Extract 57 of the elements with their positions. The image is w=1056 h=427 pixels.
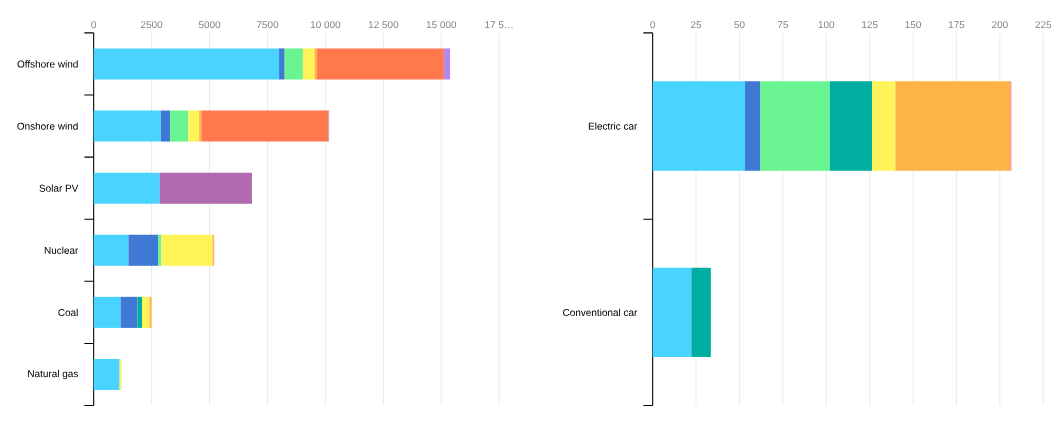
bar: [745, 81, 761, 171]
y-tick-label: Coal: [58, 308, 78, 316]
bar: [872, 81, 896, 171]
x-tick-label: 15 000: [426, 20, 457, 28]
x-tick-label: 200: [992, 20, 1008, 28]
y-tick-label: Electric car: [588, 122, 638, 130]
x-tick-label: 75: [777, 21, 788, 28]
bar: [158, 234, 162, 266]
bar: [93, 48, 280, 80]
y-tick-label: Offshore wind: [17, 60, 78, 68]
bar: [829, 81, 873, 171]
x-tick-label: 175: [948, 21, 965, 28]
bar: [93, 358, 120, 390]
bar: [149, 296, 152, 328]
x-tick-label: 50: [734, 20, 745, 28]
bar: [93, 172, 160, 204]
bar: [120, 296, 138, 328]
bar: [159, 172, 252, 204]
x-tick-label: 7500: [256, 20, 279, 28]
y-tick-label: Conventional car: [563, 308, 638, 316]
x-tick-label: 0: [650, 20, 656, 28]
bar: [137, 296, 143, 328]
y-tick-label: Natural gas: [28, 369, 78, 379]
x-tick-label: 25: [691, 20, 702, 28]
x-tick-label: 10 000: [310, 20, 341, 28]
bar: [652, 81, 746, 171]
x-tick-label: 5000: [198, 20, 221, 28]
x-tick-label: 0: [91, 20, 97, 28]
x-tick-label: 150: [905, 20, 921, 28]
y-tick-label: Nuclear: [44, 246, 79, 254]
x-tick-label: 125: [862, 20, 878, 28]
bar: [760, 81, 830, 171]
bar: [170, 110, 189, 142]
bar: [93, 234, 129, 266]
bar: [188, 110, 200, 142]
bar: [128, 234, 159, 266]
bar: [895, 81, 1011, 171]
bar: [302, 48, 315, 80]
x-tick-label: 225: [1035, 20, 1052, 28]
bar: [284, 48, 303, 80]
y-tick-label: Onshore wind: [17, 122, 78, 130]
bar: [93, 110, 161, 142]
bar: [317, 48, 444, 80]
bar: [443, 48, 451, 80]
x-tick-label: 2500: [141, 20, 163, 28]
bar: [160, 110, 171, 142]
bar: [201, 110, 329, 142]
x-tick-label: 17 5…: [485, 21, 513, 28]
bar: [93, 296, 121, 328]
bar: [691, 267, 711, 357]
bar: [279, 48, 285, 80]
bar: [161, 234, 213, 266]
x-tick-label: 100: [818, 20, 835, 28]
bar: [652, 267, 692, 357]
bar: [142, 296, 150, 328]
y-tick-label: Solar PV: [39, 184, 79, 192]
x-tick-label: 12 500: [368, 20, 399, 28]
